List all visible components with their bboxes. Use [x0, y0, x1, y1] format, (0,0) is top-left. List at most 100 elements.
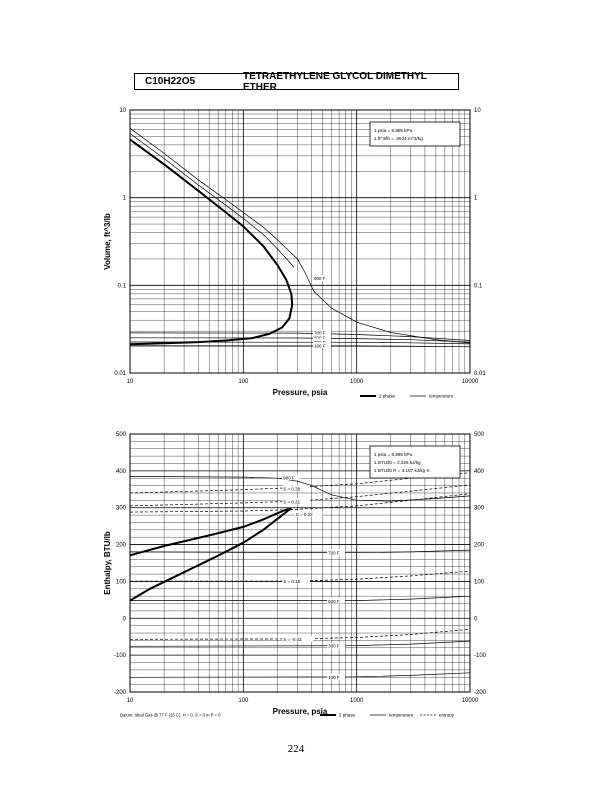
grid-lines — [129, 433, 470, 693]
x-axis-label: Pressure, psia — [273, 707, 328, 716]
x-tick-label: 1000 — [350, 698, 364, 704]
y-tick-label-left: 0 — [123, 616, 127, 622]
curve-label: 700 F — [314, 330, 326, 335]
curve-label: S = 0.15 — [283, 579, 300, 584]
curve-label: 900 F — [283, 475, 295, 480]
series-line-300-f — [129, 640, 471, 647]
y-tick-label-right: 500 — [474, 432, 485, 438]
curve-label-bg — [312, 341, 331, 348]
conversion-text: 1 ft^3/lb = .0624 m^3/kg — [374, 136, 423, 141]
y-tick-label-right: 0 — [474, 616, 478, 622]
y-tick-label-right: 0.01 — [474, 371, 486, 377]
curve-label-bg — [282, 473, 301, 480]
plot-frame — [129, 109, 471, 374]
series-line-300-f — [129, 341, 471, 345]
curve-label: S = 0.31 — [283, 500, 300, 505]
formula-label: C10H22O5 — [145, 76, 196, 87]
x-tick-label: 10 — [127, 698, 134, 704]
x-tick-label: 10000 — [462, 698, 479, 704]
legend-label: temperature — [429, 394, 454, 399]
curve-label-bg — [312, 338, 331, 345]
y-tick-label-left: 10 — [119, 108, 126, 114]
x-tick-label: 10000 — [462, 379, 479, 385]
y-tick-label-left: 400 — [116, 469, 127, 475]
datum-footnote: Datum: Ideal Gas @ 77 F (25 C), H = 0, S… — [120, 713, 221, 718]
curve-label-bg — [327, 549, 346, 556]
curve-label-bg — [282, 485, 310, 492]
conversion-text: 1 psia = 6.895 kPa — [374, 452, 413, 457]
series-line-700-f — [129, 549, 471, 554]
y-tick-label-left: 1 — [123, 196, 127, 202]
grid-lines — [129, 110, 470, 374]
y-tick-label-right: 300 — [474, 506, 485, 512]
curve-label: 100 F — [328, 675, 340, 680]
y-tick-label-right: 1 — [474, 196, 478, 202]
compound-name: TETRAETHYLENE GLYCOL DIMETHYL ETHER — [243, 70, 427, 93]
curve-label-bg — [327, 642, 346, 649]
legend-label: 2 phase — [379, 394, 396, 399]
y-axis-label: Volume, ft^3/lb — [103, 213, 112, 270]
curve-label-bg — [312, 274, 331, 281]
conversion-text: 1 BTU/lb R = 4.187 kJ/kg K — [374, 468, 430, 473]
x-tick-label: 100 — [238, 698, 249, 704]
y-tick-label-left: -100 — [114, 653, 127, 659]
x-axis-label: Pressure, psia — [273, 388, 328, 397]
legend-label: entropy — [439, 713, 455, 718]
plot-frame — [129, 433, 471, 693]
page-number: 224 — [287, 743, 305, 755]
y-tick-label-right: 200 — [474, 543, 485, 549]
series-line-100-f — [129, 672, 471, 678]
x-tick-label: 10 — [127, 379, 134, 385]
conversion-box — [369, 121, 461, 147]
series-group — [129, 472, 471, 678]
y-tick-label-right: -100 — [474, 653, 487, 659]
legend-label: 2 phase — [339, 713, 356, 718]
curve-label-bg — [312, 328, 331, 335]
x-tick-label: 1000 — [350, 379, 364, 385]
y-tick-label-left: 300 — [116, 506, 127, 512]
curve-label-bg — [327, 597, 346, 604]
conversion-box — [369, 445, 461, 479]
series-line-2-phase — [129, 507, 292, 602]
curve-label-bg — [282, 498, 310, 505]
y-tick-label-right: 0.1 — [474, 283, 483, 289]
y-axis-label: Enthalpy, BTU/lb — [103, 531, 112, 595]
series-line-700-f — [129, 332, 471, 341]
conversion-text: 1 BTU/lb = 2.326 kJ/kg — [374, 460, 421, 465]
series-group — [129, 127, 471, 348]
y-tick-label-right: 100 — [474, 579, 485, 585]
curve-label-bg — [282, 635, 314, 642]
curve-label: 900 F — [314, 276, 326, 281]
y-tick-label-right: 10 — [474, 108, 481, 114]
series-line-100-f — [129, 345, 471, 348]
curve-label-bg — [327, 673, 346, 680]
y-tick-label-left: 500 — [116, 432, 127, 438]
series-line-s-0-31 — [129, 484, 471, 507]
curve-label: 500 F — [328, 599, 340, 604]
series-line-2-phase — [129, 138, 294, 346]
y-tick-label-left: 0.1 — [118, 283, 127, 289]
curve-label: S = 0.22 — [296, 512, 313, 517]
curve-label-bg — [294, 510, 323, 517]
curve-label: S = 0.38 — [283, 486, 300, 491]
curve-label: 100 F — [314, 343, 326, 348]
y-tick-label-right: -200 — [474, 690, 487, 696]
series-line-500-f — [129, 337, 471, 343]
enthalpy-chart: 900 F S = 0.38 S = 0.31 S = 0.22 700 F S = 0.… — [103, 432, 487, 718]
series-line-s-0-15 — [130, 570, 471, 582]
curve-label: 300 F — [328, 644, 340, 649]
series-line-900-f — [129, 476, 471, 502]
x-tick-label: 100 — [238, 379, 249, 385]
legend-label: temperature — [389, 713, 414, 718]
series-line-900-f — [129, 127, 471, 344]
curve-label-bg — [312, 334, 331, 341]
series-line-s-0-22 — [129, 493, 471, 513]
chart-title-box: C10H22O5 TETRAETHYLENE GLYCOL DIMETHYL E… — [134, 70, 459, 93]
series-line-s-0-02 — [129, 628, 471, 640]
y-tick-label-left: -200 — [114, 690, 127, 696]
y-tick-label-right: 400 — [474, 469, 485, 475]
y-tick-label-left: 200 — [116, 543, 127, 549]
conversion-text: 1 psia = 6.895 kPa — [374, 128, 413, 133]
